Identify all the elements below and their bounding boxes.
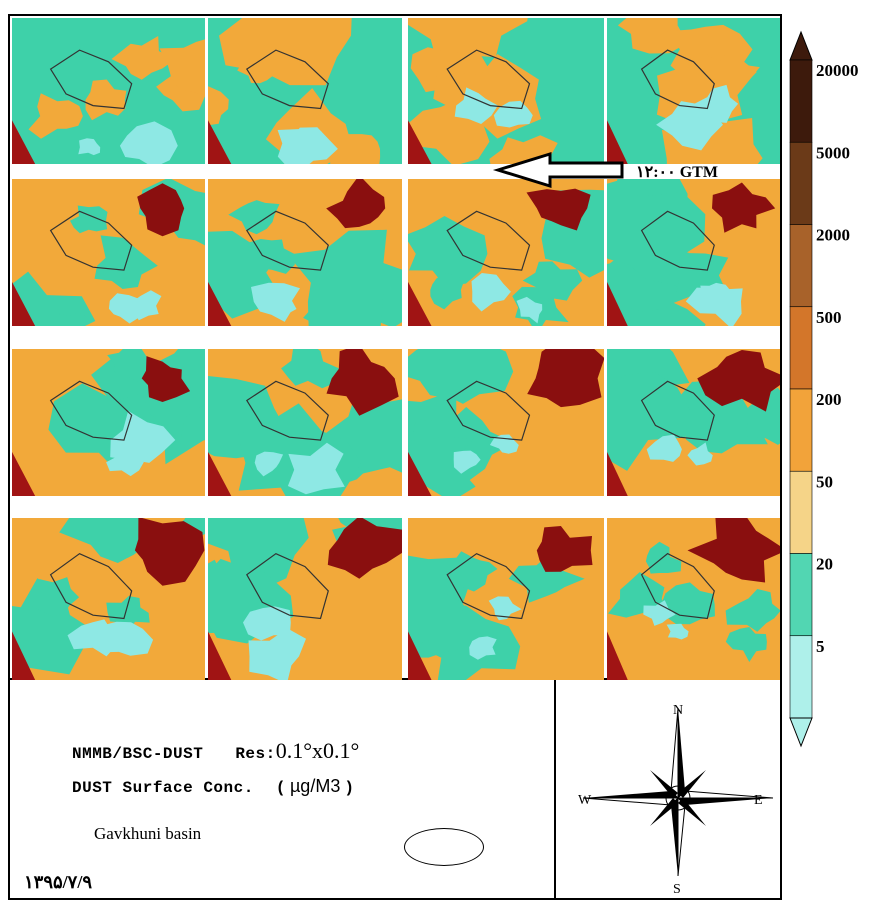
compass-box: N S E W — [556, 680, 782, 900]
legend-label: 2000 — [816, 226, 850, 245]
arrow-label: ۱۲:۰۰ GTM — [636, 164, 718, 181]
map-panel — [208, 518, 402, 680]
map-panel — [607, 349, 780, 496]
map-panel — [208, 349, 402, 496]
map-panel — [408, 18, 604, 164]
arrow-icon — [492, 151, 624, 189]
map-panel — [12, 518, 205, 680]
map-panel — [12, 349, 205, 496]
legend-label: 5 — [816, 637, 825, 656]
model-line: NMMB/BSC-DUST Res:0.1°x0.1° — [72, 738, 359, 764]
unit-close: ) — [344, 779, 355, 797]
resolution-label: Res: — [235, 745, 276, 763]
compass-west-label: W — [578, 793, 592, 808]
map-panel — [607, 518, 780, 680]
compass-north-label: N — [673, 703, 683, 718]
legend-swatch — [789, 59, 813, 143]
map-panel — [408, 349, 604, 496]
variable-line: DUST Surface Conc. ( µg/M3 ) — [72, 776, 354, 797]
map-panel — [408, 518, 604, 680]
map-panel — [607, 18, 780, 164]
legend-swatch — [789, 306, 813, 390]
compass-rose-icon: N S E W — [578, 703, 774, 897]
map-panel — [208, 179, 402, 326]
legend-label: 20000 — [816, 61, 859, 80]
color-legend: 20000 5000 2000 500 200 50 20 5 — [789, 30, 859, 748]
model-name: NMMB/BSC-DUST — [72, 745, 204, 763]
variable-name: DUST Surface Conc. — [72, 779, 254, 797]
unit-label: µg/M3 — [289, 776, 341, 796]
map-panel — [208, 18, 402, 164]
legend-swatch — [789, 388, 813, 472]
legend-label: 5000 — [816, 143, 850, 162]
legend-bottom-triangle — [789, 717, 813, 748]
legend-swatch — [789, 470, 813, 554]
date-label: ۱۳۹۵/۷/۹ — [24, 872, 93, 892]
time-arrow-annotation: ۱۲:۰۰ GTM — [492, 151, 718, 189]
legend-swatch — [789, 141, 813, 225]
legend-swatch — [789, 224, 813, 308]
map-panel-grid — [8, 14, 782, 680]
legend-swatch — [789, 553, 813, 637]
basin-outline-symbol — [404, 828, 484, 866]
legend-top-triangle — [789, 30, 813, 61]
unit-open: ( — [275, 779, 286, 797]
legend-label: 200 — [816, 390, 842, 409]
map-panel — [12, 18, 205, 164]
map-panel — [408, 179, 604, 326]
resolution-value: 0.1°x0.1° — [275, 738, 360, 763]
compass-south-label: S — [673, 882, 681, 896]
legend-label: 500 — [816, 308, 842, 327]
compass-east-label: E — [754, 793, 763, 808]
basin-label: Gavkhuni basin — [94, 824, 202, 843]
map-panel — [12, 179, 205, 326]
legend-label: 20 — [816, 555, 833, 574]
info-box: NMMB/BSC-DUST Res:0.1°x0.1° DUST Surface… — [8, 680, 556, 900]
map-panel — [607, 179, 780, 326]
legend-swatch — [789, 635, 813, 719]
legend-label: 50 — [816, 472, 833, 491]
